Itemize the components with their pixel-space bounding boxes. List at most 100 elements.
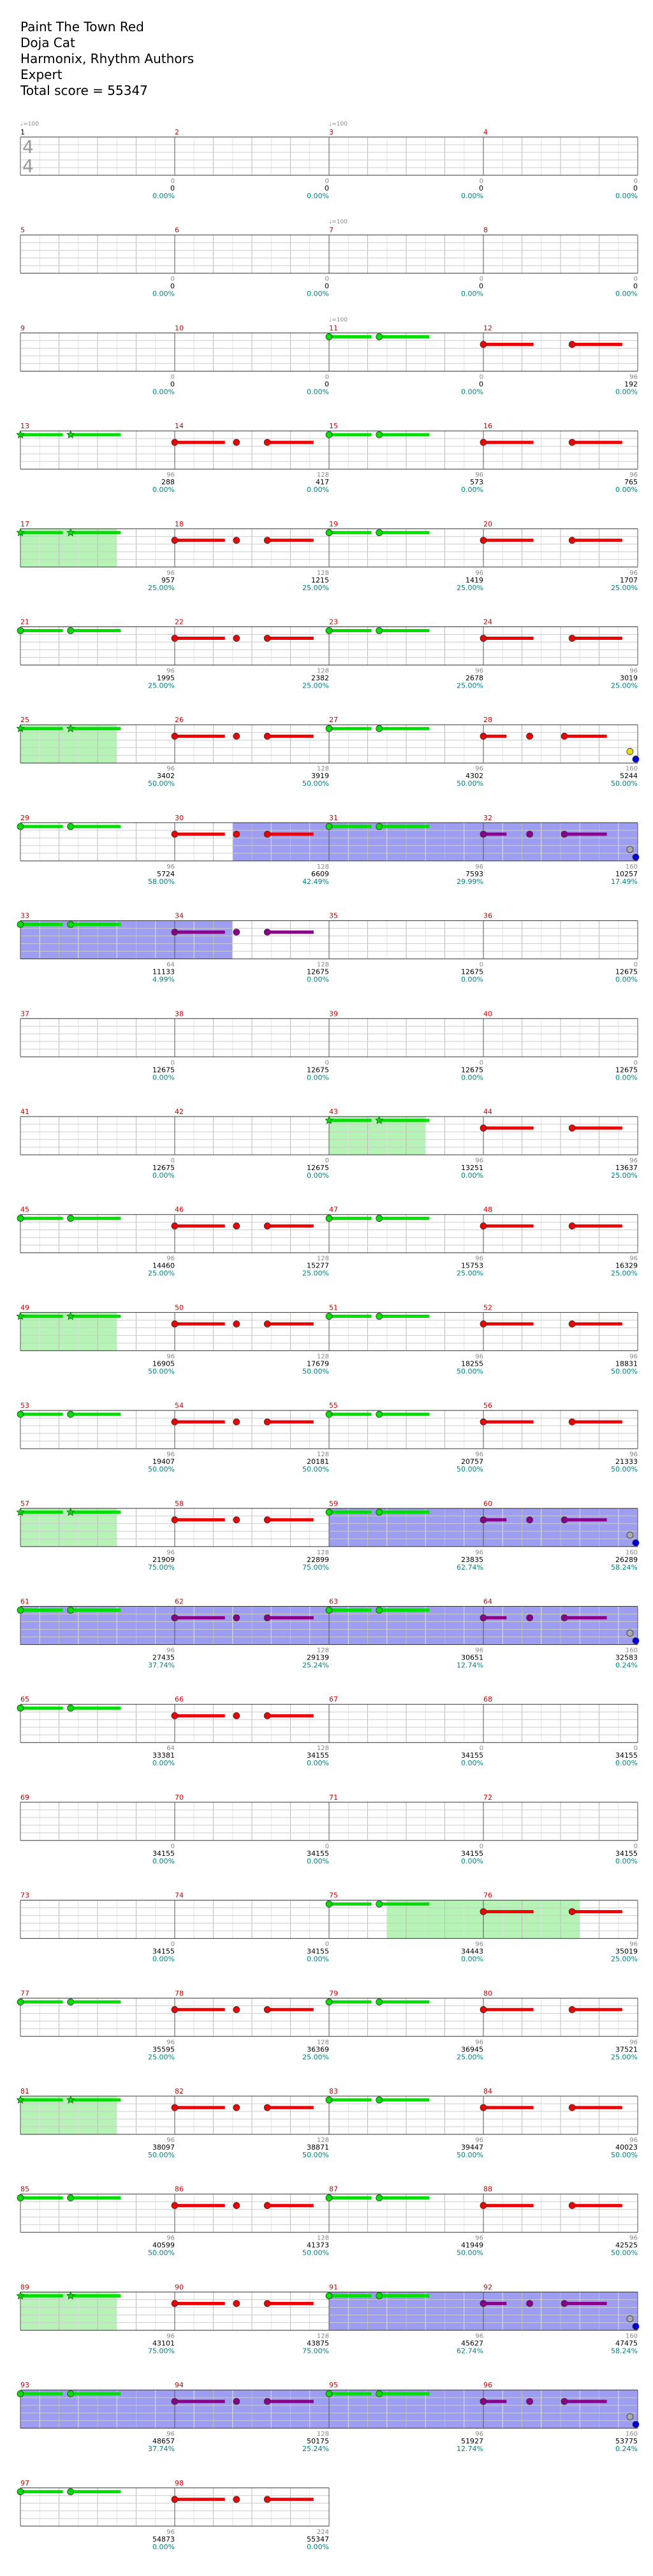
measure-total-score: 15753 bbox=[461, 1262, 483, 1270]
note-gem bbox=[325, 823, 333, 830]
measure-total-score: 50175 bbox=[307, 2437, 329, 2445]
measure-number: 16 bbox=[483, 422, 492, 430]
note-gem bbox=[17, 2488, 24, 2496]
note-gem bbox=[568, 1320, 576, 1328]
measure-note-score: 160 bbox=[626, 1549, 638, 1556]
note-gem bbox=[171, 1222, 179, 1230]
measure-percent: 75.00% bbox=[148, 1563, 175, 1572]
song-header: Paint The Town Red Doja Cat Harmonix, Rh… bbox=[20, 19, 194, 99]
note-gem bbox=[67, 1607, 75, 1614]
note-gem bbox=[233, 1418, 240, 1426]
note-gem bbox=[480, 2202, 487, 2210]
measure-number: 71 bbox=[329, 1793, 338, 1802]
song-title: Paint The Town Red bbox=[20, 19, 144, 34]
measure-total-score: 22899 bbox=[307, 1556, 329, 1564]
measure-note-score: 128 bbox=[317, 570, 329, 577]
measure-number: 17 bbox=[20, 520, 29, 528]
star-note bbox=[16, 1312, 25, 1321]
measure-number: 74 bbox=[175, 1892, 184, 1900]
note-gem bbox=[376, 1215, 383, 1222]
note-gem bbox=[376, 2096, 383, 2104]
measure-percent: 50.00% bbox=[302, 779, 329, 788]
measure-percent: 50.00% bbox=[611, 2249, 638, 2257]
measure-percent: 0.00% bbox=[307, 1759, 329, 1767]
note-gem bbox=[632, 1637, 640, 1644]
measure-note-score: 128 bbox=[317, 765, 329, 772]
measure-note-score: 96 bbox=[629, 1451, 638, 1458]
measure-number: 98 bbox=[175, 2479, 184, 2487]
measure-note-score: 96 bbox=[629, 1157, 638, 1164]
measure-total-score: 35595 bbox=[152, 2045, 175, 2053]
measure-total-score: 765 bbox=[624, 478, 638, 486]
staff-row bbox=[20, 2487, 330, 2527]
measure-percent: 0.00% bbox=[461, 976, 483, 984]
measure-total-score: 21333 bbox=[615, 1458, 638, 1466]
star-note bbox=[66, 430, 75, 438]
measure-number: 33 bbox=[20, 912, 29, 920]
measure-percent: 58.24% bbox=[611, 1563, 638, 1572]
measure-note-score: 0 bbox=[480, 1843, 483, 1850]
measure-percent: 0.00% bbox=[152, 2543, 175, 2551]
measure-percent: 0.00% bbox=[615, 387, 638, 396]
measure-percent: 0.00% bbox=[461, 1171, 483, 1180]
note-gem bbox=[632, 2322, 640, 2330]
measure-note-score: 64 bbox=[166, 1745, 175, 1752]
measure-total-score: 37521 bbox=[615, 2045, 638, 2053]
measure-number: 96 bbox=[483, 2381, 492, 2389]
measure-percent: 12.74% bbox=[457, 1661, 483, 1670]
measure-percent: 25.00% bbox=[457, 2053, 483, 2061]
note-gem bbox=[568, 537, 576, 544]
measure-number: 4 bbox=[483, 128, 488, 136]
note-gem bbox=[325, 1312, 333, 1320]
note-gem bbox=[480, 537, 487, 544]
measure-percent: 25.00% bbox=[457, 1270, 483, 1278]
note-gem bbox=[171, 1614, 179, 1621]
note-gem bbox=[263, 2202, 271, 2210]
measure-number: 79 bbox=[329, 1989, 338, 1997]
measure-note-score: 0 bbox=[325, 178, 329, 185]
measure-note-score: 128 bbox=[317, 1745, 329, 1752]
measure-percent: 50.00% bbox=[457, 2249, 483, 2257]
measure-note-score: 0 bbox=[325, 1843, 329, 1850]
measure-percent: 0.00% bbox=[307, 1857, 329, 1865]
note-gem bbox=[325, 2096, 333, 2104]
note-gem bbox=[263, 438, 271, 446]
staff-row bbox=[20, 1312, 638, 1351]
measure-number: 73 bbox=[20, 1892, 29, 1900]
note-gem bbox=[376, 529, 383, 537]
measure-total-score: 15277 bbox=[307, 1262, 329, 1270]
measure-percent: 25.24% bbox=[302, 1661, 329, 1670]
note-gem bbox=[171, 1418, 179, 1426]
measure-number: 37 bbox=[20, 1009, 29, 1018]
note-gem bbox=[233, 732, 240, 740]
measure-note-score: 0 bbox=[480, 373, 483, 380]
measure-note-score: 96 bbox=[166, 1451, 175, 1458]
measure-number: 89 bbox=[20, 2283, 29, 2291]
note-gem bbox=[171, 635, 179, 642]
measure-percent: 0.00% bbox=[615, 486, 638, 494]
note-gem bbox=[626, 846, 634, 853]
measure-percent: 0.00% bbox=[461, 387, 483, 396]
measure-number: 40 bbox=[483, 1009, 492, 1018]
measure-number: 51 bbox=[329, 1303, 338, 1312]
measure-total-score: 16905 bbox=[152, 1359, 175, 1368]
measure-percent: 25.00% bbox=[148, 1270, 175, 1278]
measure-total-score: 573 bbox=[470, 478, 483, 486]
note-gem bbox=[233, 438, 240, 446]
measure-number: 35 bbox=[329, 912, 338, 920]
note-gem bbox=[480, 1418, 487, 1426]
note-gem bbox=[376, 431, 383, 438]
measure-percent: 50.00% bbox=[148, 1465, 175, 1473]
measure-percent: 25.00% bbox=[611, 1955, 638, 1964]
measure-number: 23 bbox=[329, 618, 338, 626]
tempo-marker: ♩=100 bbox=[329, 121, 348, 127]
measure-total-score: 55347 bbox=[307, 2535, 329, 2543]
measure-percent: 50.00% bbox=[302, 1465, 329, 1473]
measure-total-score: 11133 bbox=[152, 968, 175, 976]
note-gem bbox=[233, 2496, 240, 2503]
measure-total-score: 48657 bbox=[152, 2437, 175, 2445]
measure-number: 57 bbox=[20, 1500, 29, 1508]
measure-percent: 75.00% bbox=[302, 2347, 329, 2355]
measure-number: 29 bbox=[20, 814, 29, 822]
note-gem bbox=[568, 2104, 576, 2111]
